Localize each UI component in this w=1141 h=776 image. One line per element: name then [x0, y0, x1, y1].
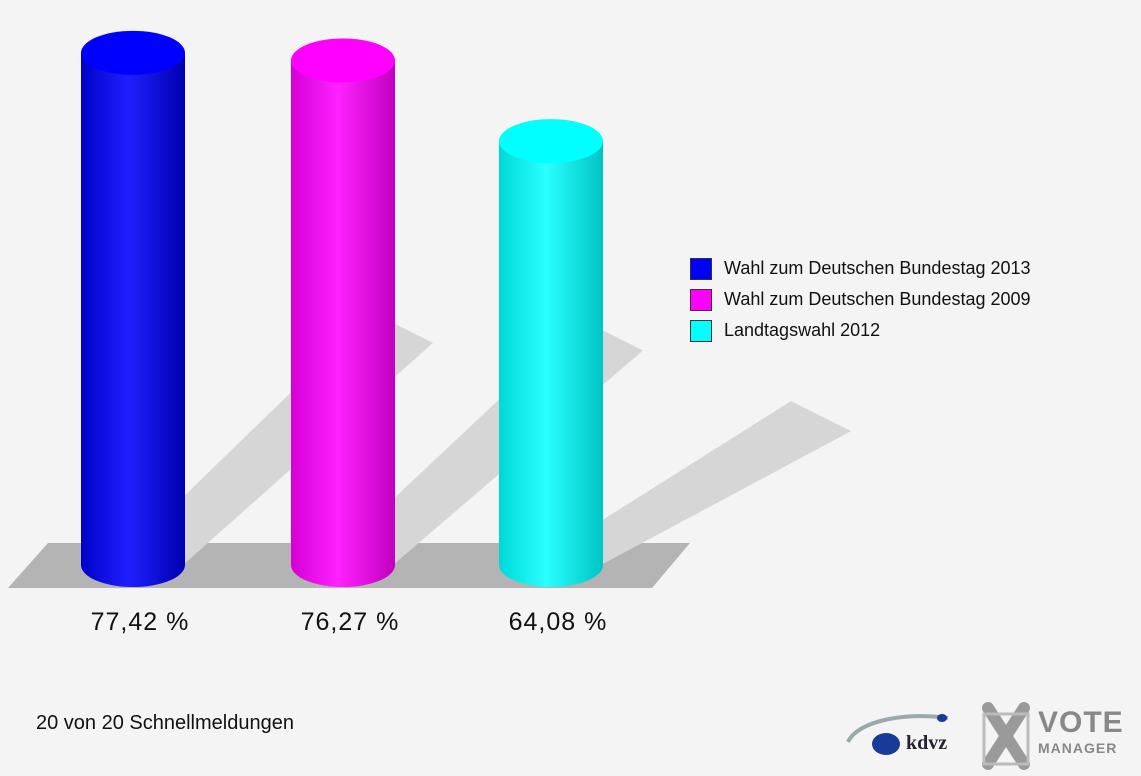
legend-label: Wahl zum Deutschen Bundestag 2009 [724, 289, 1031, 309]
bar-top-cap [81, 30, 185, 75]
legend-item-bundestag-2013: Wahl zum Deutschen Bundestag 2013 [690, 253, 1031, 284]
bar-top-cap [291, 38, 395, 83]
manager-logo-text: MANAGER [1038, 740, 1118, 756]
legend-swatch-magenta [690, 288, 712, 311]
legend: Wahl zum Deutschen Bundestag 2013 Wahl z… [690, 253, 1031, 346]
legend-swatch-blue [690, 257, 712, 280]
legend-swatch-cyan [690, 319, 712, 342]
bar-shadow-landtagswahl-2012 [531, 401, 851, 565]
bar-body [291, 60, 395, 588]
bar-shadows [113, 312, 851, 565]
bar-chart: 77,42 % 76,27 % 64,08 % [8, 30, 851, 636]
bar-body [499, 141, 603, 588]
bar-body [81, 52, 185, 587]
vote-logo-text: VOTE [1038, 706, 1124, 739]
bar-bundestag-2009 [291, 38, 395, 588]
value-label-landtagswahl-2012: 64,08 % [509, 608, 608, 636]
value-labels: 77,42 % 76,27 % 64,08 % [91, 608, 608, 636]
legend-label: Wahl zum Deutschen Bundestag 2013 [724, 258, 1031, 278]
legend-item-landtagswahl-2012: Landtagswahl 2012 [690, 315, 1031, 346]
bar-landtagswahl-2012 [499, 119, 603, 588]
value-label-bundestag-2013: 77,42 % [91, 608, 190, 636]
legend-label: Landtagswahl 2012 [724, 320, 881, 340]
kdvz-logo [846, 702, 1030, 770]
value-label-bundestag-2009: 76,27 % [301, 608, 400, 636]
logo-area: kdvz VOTE MANAGER [838, 700, 1138, 770]
kdvz-logo-text: kdvz [906, 732, 948, 754]
bars [81, 30, 603, 588]
bar-top-cap [499, 119, 603, 164]
legend-item-bundestag-2009: Wahl zum Deutschen Bundestag 2009 [690, 284, 1031, 315]
bar-bundestag-2013 [81, 30, 185, 587]
vote-x-mark [982, 702, 1030, 770]
reporting-status: 20 von 20 Schnellmeldungen [36, 712, 294, 734]
